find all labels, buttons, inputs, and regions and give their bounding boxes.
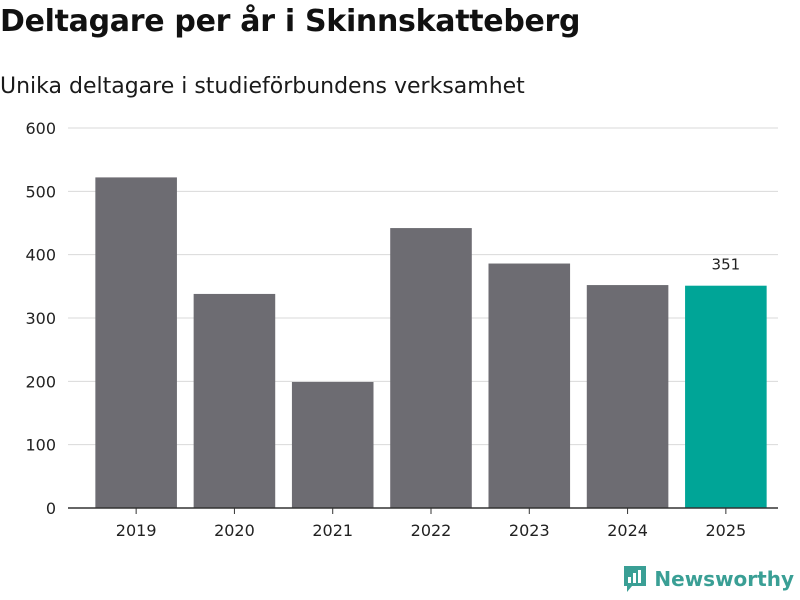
bar-2021	[291, 381, 374, 508]
x-tick-label: 2024	[607, 521, 648, 540]
y-tick-label: 200	[25, 372, 56, 391]
y-tick-label: 600	[25, 119, 56, 138]
bar-2023	[488, 263, 571, 508]
y-tick-label: 500	[25, 182, 56, 201]
bars	[95, 177, 767, 509]
bar-2022	[390, 228, 472, 509]
bar-2024	[586, 285, 669, 508]
y-tick-label: 400	[25, 246, 56, 265]
bar-2020	[193, 293, 276, 508]
x-tick-label: 2020	[214, 521, 255, 540]
data-label: 351	[712, 256, 741, 274]
x-tick-label: 2019	[116, 521, 157, 540]
y-tick-label: 300	[25, 309, 56, 328]
bar-2025	[685, 285, 767, 508]
chart-title: Deltagare per år i Skinnskatteberg	[0, 4, 581, 39]
x-tick-label: 2023	[509, 521, 550, 540]
bar-chart-logo-icon	[624, 566, 647, 592]
bar-2019	[95, 177, 177, 508]
brand-logo[interactable]: Newsworthy	[622, 564, 794, 594]
y-tick-label: 0	[46, 499, 56, 518]
data-labels: 351	[712, 256, 741, 274]
x-tick-label: 2025	[705, 521, 746, 540]
brand-name: Newsworthy	[654, 567, 794, 591]
y-axis-ticks: 0 100 200 300 400 500 600	[25, 119, 56, 518]
chart-subtitle: Unika deltagare i studieförbundens verks…	[0, 74, 525, 99]
x-tick-label: 2022	[411, 521, 452, 540]
x-tick-label: 2021	[312, 521, 353, 540]
y-tick-label: 100	[25, 436, 56, 455]
x-axis-ticks: 2019 2020 2021 2022 2023 2024 2025	[116, 508, 746, 540]
